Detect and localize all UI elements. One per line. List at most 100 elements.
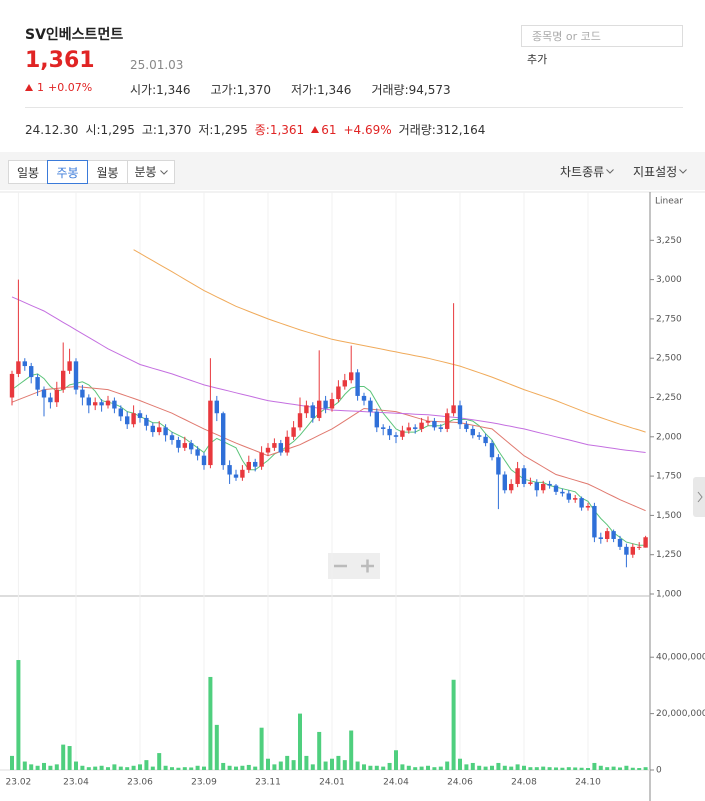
candle-body xyxy=(521,468,527,484)
candle-body xyxy=(496,457,501,475)
candle-body xyxy=(323,400,328,409)
candle-body xyxy=(374,411,379,428)
candle-body xyxy=(477,435,482,437)
prev-item: 시:1,295 xyxy=(85,123,135,137)
period-tab[interactable]: 주봉 xyxy=(47,160,88,184)
volume-bar xyxy=(227,765,232,770)
volume-bar xyxy=(61,744,66,770)
candle-body xyxy=(329,399,335,409)
candle-body xyxy=(291,427,296,437)
chart-type-menu[interactable]: 차트종류 xyxy=(560,163,615,180)
y-tick-label: 3,250 xyxy=(656,236,682,246)
candle-body xyxy=(285,436,290,453)
volume-bar xyxy=(637,768,642,770)
add-button[interactable]: 추가 xyxy=(527,53,548,66)
price-change: 1 +0.07% xyxy=(25,81,92,94)
volume-bar xyxy=(323,761,328,770)
x-tick-label: 23.06 xyxy=(127,778,153,788)
moving-average-line xyxy=(11,385,646,512)
prev-change-amount: 61 xyxy=(321,122,337,137)
candle-body xyxy=(445,413,450,429)
volume-bar xyxy=(643,767,648,770)
volume-bar xyxy=(355,761,360,770)
candle-body xyxy=(541,483,546,491)
candle-body xyxy=(99,402,104,406)
moving-average-line xyxy=(11,296,646,453)
volume-bar xyxy=(438,766,443,770)
indicator-menu[interactable]: 지표설정 xyxy=(633,163,688,180)
volume-bar xyxy=(157,753,162,770)
volume-bar xyxy=(74,761,78,770)
candle-body xyxy=(93,402,98,406)
tab-label: 분봉 xyxy=(134,165,157,179)
volume-bar xyxy=(29,764,34,770)
prev-volume: 거래량:312,164 xyxy=(398,123,486,137)
period-tab[interactable]: 분봉 xyxy=(127,160,175,184)
candle-body xyxy=(528,482,533,484)
volume-bar xyxy=(586,768,590,770)
volume-bar xyxy=(234,766,238,770)
volume-bar xyxy=(93,766,98,770)
volume-bar xyxy=(138,764,142,770)
candle-body xyxy=(560,491,565,494)
x-tick-label: 24.06 xyxy=(447,778,473,788)
candle-body xyxy=(361,395,367,401)
period-tab[interactable]: 월봉 xyxy=(87,160,128,184)
zoom-in[interactable] xyxy=(361,559,374,573)
candle-body xyxy=(304,405,309,414)
candle-body xyxy=(598,537,603,539)
volume-bar xyxy=(451,679,456,770)
toolbar: 일봉 주봉 월봉 분봉 차트종류 지표설정 xyxy=(0,152,705,190)
x-tick-label: 23.11 xyxy=(255,778,281,788)
chevron xyxy=(159,169,168,175)
candle-body xyxy=(502,474,507,491)
volume-bar xyxy=(118,766,123,770)
candle-body xyxy=(9,373,15,398)
candle-body xyxy=(515,468,520,484)
search-input[interactable]: 종목명 or 코드 xyxy=(521,25,683,47)
candle-body xyxy=(208,400,213,466)
volume-bar xyxy=(67,746,72,770)
candle-body xyxy=(54,389,59,403)
volume-bar xyxy=(86,767,91,770)
candle-body xyxy=(425,421,431,423)
side-handle[interactable] xyxy=(693,477,705,517)
volume-bar xyxy=(547,767,552,770)
prev-item: 고:1,370 xyxy=(141,123,192,137)
candle-body xyxy=(566,493,571,500)
candle-body xyxy=(592,505,597,538)
volume-bar xyxy=(566,767,571,770)
candle-body xyxy=(163,427,168,436)
candle-body xyxy=(278,443,283,453)
candle-body xyxy=(246,461,251,470)
volume-bar xyxy=(522,765,526,770)
volume-bar xyxy=(381,766,386,770)
x-tick-label: 24.08 xyxy=(511,778,537,788)
volume-bar xyxy=(342,760,347,770)
volume-bar xyxy=(48,765,53,770)
candle-body xyxy=(489,443,495,458)
candle-body xyxy=(118,408,123,417)
volume-tick-label: 20,000,000 xyxy=(656,709,705,719)
volume-bar xyxy=(605,767,610,770)
candle-body xyxy=(624,546,629,555)
candle-body xyxy=(368,400,373,412)
volume-bar xyxy=(22,761,27,770)
stock-name: SV인베스트먼트 xyxy=(25,27,124,43)
prev-item: 저:1,295 xyxy=(198,123,248,137)
y-tick-label: 2,750 xyxy=(656,314,682,324)
volume-bar xyxy=(618,767,622,770)
candle-body xyxy=(253,461,258,467)
volume-bar xyxy=(630,767,635,770)
zoom-controls[interactable] xyxy=(328,553,380,579)
candle-body xyxy=(86,397,91,406)
candle-body xyxy=(317,400,322,418)
candle-body xyxy=(137,413,143,418)
quote-date: 25.01.03 xyxy=(130,58,184,72)
y-tick-label: 3,000 xyxy=(656,275,682,285)
volume-bar xyxy=(573,767,578,770)
candle-body xyxy=(585,505,591,508)
prev-close: 종:1,361 xyxy=(254,123,305,137)
period-tab[interactable]: 일봉 xyxy=(8,160,48,184)
candle-body xyxy=(637,546,642,548)
